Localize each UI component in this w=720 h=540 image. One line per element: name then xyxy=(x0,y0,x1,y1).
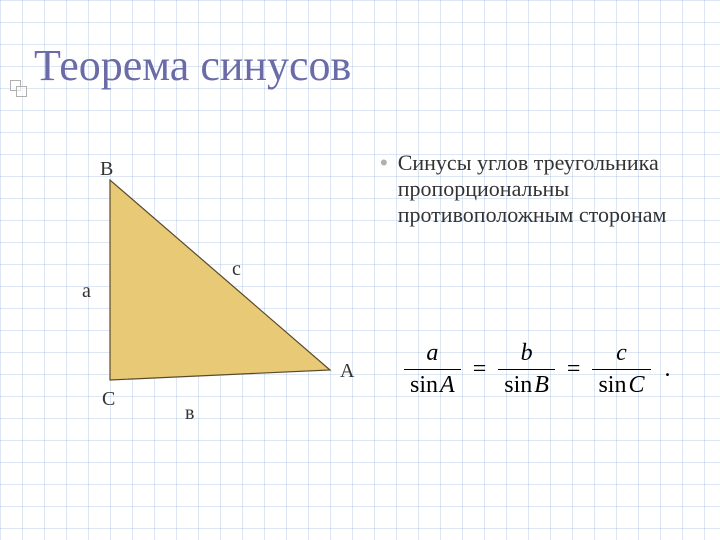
triangle-shape xyxy=(110,180,330,380)
side-label-a: а xyxy=(82,280,91,303)
theorem-statement: Синусы углов треугольника пропорциональн… xyxy=(398,150,700,228)
side-label-c: с xyxy=(232,258,241,281)
numerator-a: a xyxy=(404,340,461,370)
vertex-label-a: А xyxy=(340,360,354,383)
vertex-label-b: В xyxy=(100,158,113,181)
trailing-dot: . xyxy=(665,356,671,383)
equals-1: = xyxy=(473,356,487,383)
fraction-2: b sinB xyxy=(498,340,555,399)
fraction-1: a sinA xyxy=(404,340,461,399)
triangle-diagram: В С А а в с xyxy=(60,160,360,440)
bullet-row: • Синусы углов треугольника пропорционал… xyxy=(380,150,700,228)
fraction-3: c sinC xyxy=(592,340,650,399)
bullet-icon: • xyxy=(380,150,388,176)
slide-title: Теорема синусов xyxy=(34,40,351,91)
numerator-c: c xyxy=(592,340,650,370)
body-text: • Синусы углов треугольника пропорционал… xyxy=(380,150,700,228)
law-of-sines-formula: a sinA = b sinB = c sinC . xyxy=(400,340,700,410)
numerator-b: b xyxy=(498,340,555,370)
equals-2: = xyxy=(567,356,581,383)
vertex-label-c: С xyxy=(102,388,115,411)
title-accent-icon xyxy=(10,80,28,98)
denominator-a: sinA xyxy=(404,370,461,399)
slide-content: Теорема синусов В С А а в с • Синусы угл… xyxy=(0,0,720,540)
denominator-b: sinB xyxy=(498,370,555,399)
side-label-b: в xyxy=(185,402,194,425)
denominator-c: sinC xyxy=(592,370,650,399)
